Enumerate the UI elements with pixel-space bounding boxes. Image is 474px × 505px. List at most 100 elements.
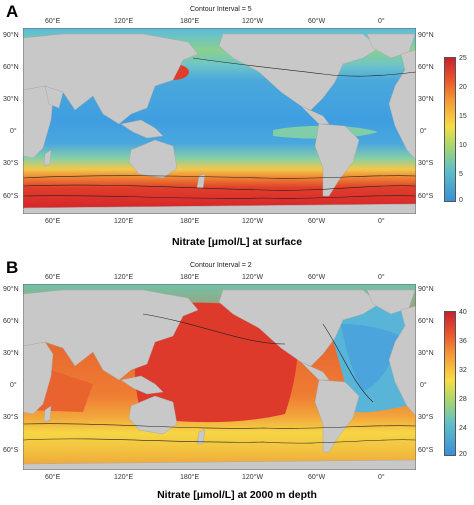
lat-label-right: 30°S: [418, 160, 434, 167]
land-europe-africa: [388, 49, 416, 161]
land-arabia: [44, 85, 64, 109]
contour-line: [192, 57, 416, 77]
panel-b-contour-interval: Contour Interval = 2: [190, 262, 252, 269]
land-greenland: [366, 33, 416, 59]
lon-label-bottom: 0°: [378, 474, 385, 481]
colorbar-tick: 28: [459, 396, 467, 403]
colorbar-tick: 20: [459, 451, 467, 458]
lat-label-left: 0°: [10, 382, 17, 389]
lon-label-top: 0°: [378, 274, 385, 281]
contour-line: [23, 184, 416, 191]
panel-b: B Contour Interval = 2 60°E 120°E 180°E …: [0, 254, 474, 505]
panel-b-letter: B: [6, 258, 19, 277]
colorbar-tick: 10: [459, 142, 467, 149]
lon-label-top: 120°E: [114, 18, 134, 25]
lon-label-bottom: 120°E: [114, 474, 134, 481]
lat-label-left: 30°N: [3, 350, 19, 357]
colorbar-deep: [444, 311, 456, 456]
lon-label-top: 60°E: [45, 274, 61, 281]
contour-line: [142, 313, 286, 345]
lat-label-left: 30°S: [3, 414, 19, 421]
lat-label-left: 30°S: [3, 160, 19, 167]
land-australia: [128, 395, 178, 435]
lon-label-bottom: 120°E: [114, 218, 134, 225]
deep-nitrate-map: [23, 284, 416, 470]
land-south-america: [314, 123, 360, 197]
lon-label-bottom: 180°E: [180, 474, 200, 481]
lat-label-right: 90°N: [418, 32, 434, 39]
contour-line: [23, 175, 416, 179]
lon-label-bottom: 120°W: [242, 474, 264, 481]
lat-label-right: 60°N: [418, 64, 434, 71]
lon-label-top: 0°: [378, 18, 385, 25]
contour-line: [23, 195, 416, 199]
colorbar-tick: 0: [459, 197, 463, 204]
lon-label-top: 60°E: [45, 18, 61, 25]
land-central-america: [300, 361, 330, 381]
surface-nitrate-map: [23, 28, 416, 214]
lon-label-top: 120°W: [242, 274, 264, 281]
panel-a: A Contour Interval = 5 60°E 120°E 180°E …: [0, 0, 474, 252]
colorbar-tick: 40: [459, 309, 467, 316]
lat-label-left: 30°N: [3, 96, 19, 103]
north-pacific-maximum: [134, 302, 298, 423]
colorbar-tick: 5: [459, 171, 463, 178]
lat-label-left: 60°N: [3, 318, 19, 325]
panel-a-contour-interval: Contour Interval = 5: [190, 6, 252, 13]
colorbar-tick: 36: [459, 338, 467, 345]
lon-label-top: 120°W: [242, 18, 264, 25]
lat-label-right: 60°S: [418, 193, 434, 200]
lat-label-left: 60°N: [3, 64, 19, 71]
land-greenland: [366, 289, 416, 315]
lat-label-right: 30°N: [418, 350, 434, 357]
lat-label-left: 0°: [10, 128, 17, 135]
atlantic-mid: [341, 324, 401, 392]
land-maritime-se-asia: [120, 119, 164, 139]
lat-label-left: 60°S: [3, 447, 19, 454]
land-africa: [23, 341, 54, 415]
panel-a-caption: Nitrate [μmol/L] at surface: [171, 236, 303, 248]
lon-label-top: 180°E: [180, 18, 200, 25]
land-central-america: [300, 105, 330, 125]
lon-label-top: 60°W: [308, 18, 326, 25]
contour-line: [322, 323, 374, 403]
lat-label-left: 90°N: [3, 286, 19, 293]
land-new-zealand: [196, 429, 206, 445]
lat-label-right: 30°S: [418, 414, 434, 421]
colorbar-tick: 32: [459, 367, 467, 374]
lon-label-bottom: 0°: [378, 218, 385, 225]
lat-label-right: 60°S: [418, 447, 434, 454]
land-antarctica: [23, 203, 416, 214]
colorbar-tick: 24: [459, 425, 467, 432]
colorbar-tick: 20: [459, 84, 467, 91]
lon-label-top: 180°E: [180, 274, 200, 281]
land-madagascar: [43, 405, 52, 423]
land-maritime-se-asia: [120, 375, 164, 395]
lon-label-bottom: 180°E: [180, 218, 200, 225]
lat-label-left: 90°N: [3, 32, 19, 39]
lat-label-right: 60°N: [418, 318, 434, 325]
lon-label-bottom: 60°W: [308, 218, 326, 225]
land-antarctica: [23, 459, 416, 470]
lon-label-bottom: 120°W: [242, 218, 264, 225]
colorbar-surface: [444, 57, 456, 202]
lon-label-bottom: 60°E: [45, 474, 61, 481]
lat-label-right: 30°N: [418, 96, 434, 103]
lon-label-bottom: 60°E: [45, 218, 61, 225]
panel-b-caption: Nitrate [μmol/L] at 2000 m depth: [157, 489, 317, 501]
panel-a-letter: A: [6, 2, 19, 21]
lat-label-right: 90°N: [418, 286, 434, 293]
lat-label-right: 0°: [420, 128, 427, 135]
lat-label-left: 60°S: [3, 193, 19, 200]
lon-label-bottom: 60°W: [308, 474, 326, 481]
colorbar-tick: 25: [459, 55, 467, 62]
land-madagascar: [43, 149, 52, 167]
land-asia: [23, 289, 199, 381]
contour-line: [23, 423, 416, 429]
land-australia: [128, 139, 178, 179]
lon-label-top: 120°E: [114, 274, 134, 281]
lon-label-top: 60°W: [308, 274, 326, 281]
contour-line: [23, 438, 416, 444]
lat-label-right: 0°: [420, 382, 427, 389]
land-europe-africa: [388, 305, 416, 417]
